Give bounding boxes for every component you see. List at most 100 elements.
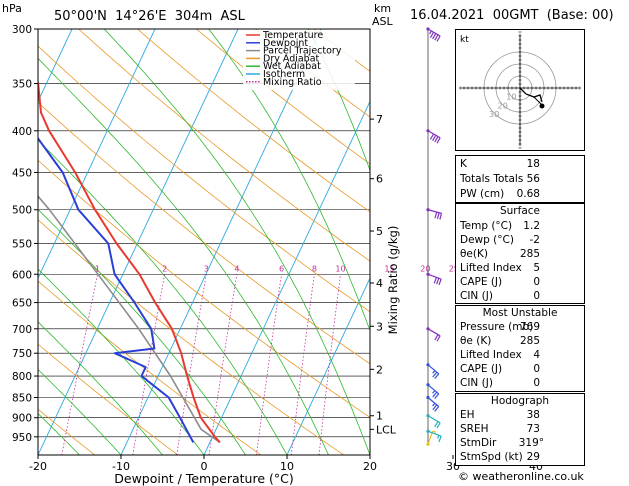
wind-barb-dot	[426, 429, 430, 433]
dry-adiabat-line	[38, 343, 179, 455]
mu-label-cape: CAPE (J)	[460, 363, 503, 375]
dry-adiabat-line	[38, 101, 370, 365]
wind-barb-flag	[437, 434, 440, 439]
isotherm-line	[120, 29, 322, 455]
copyright-footer: © weatheronline.co.uk	[458, 470, 584, 483]
hodo-label-sreh: SREH	[460, 423, 489, 435]
plot-frame	[37, 28, 371, 456]
surface-value-cape: 0	[533, 276, 540, 288]
isotherm-line	[619, 29, 629, 455]
wind-barb-flag	[434, 373, 440, 380]
mixing-ratio-label: 25	[449, 264, 459, 273]
isotherm-line	[38, 29, 73, 103]
wet-adiabat-line	[38, 57, 329, 455]
hodo-label-stmspd: StmSpd (kt)	[460, 451, 523, 463]
height-tick-label: 4	[376, 277, 383, 290]
wind-barb-flag	[434, 421, 439, 428]
wind-barb-shaft	[427, 364, 440, 375]
index-label-k: K	[460, 158, 467, 170]
index-value-totals: 56	[526, 173, 540, 185]
x-axis-label: Dewpoint / Temperature (°C)	[114, 471, 293, 486]
pressure-tick-label: 800	[12, 371, 32, 383]
dry-adiabat-line	[38, 280, 262, 455]
hodo-label-eh: EH	[460, 409, 475, 421]
wind-barb-flag	[432, 402, 436, 407]
hodograph-ring-label: 30	[489, 110, 499, 119]
wet-adiabat-line	[38, 208, 246, 455]
station-location: 50°00'N 14°26'E 304m ASL	[54, 9, 245, 24]
mu-label-cin: CIN (J)	[460, 377, 493, 389]
mixing-ratio-label: 3	[204, 264, 209, 273]
wind-barb	[426, 129, 441, 144]
forecast-datetime: 16.04.2021 00GMT (Base: 00)	[410, 8, 614, 23]
surface-value-temp: 1.2	[523, 220, 540, 232]
hodo-value-stmdir: 319°	[518, 437, 544, 449]
most-unstable-title: Most Unstable	[482, 307, 558, 319]
wind-barb-flag	[432, 134, 437, 142]
hodograph-table: Hodograph EH 38 SREH 73 StmDir 319° StmS…	[455, 393, 585, 466]
dry-adiabat-line	[0, 29, 12, 455]
storm-motion-arrow	[533, 96, 542, 105]
mu-value-cin: 0	[533, 377, 540, 389]
surface-label-thetae: θe(K)	[460, 248, 488, 260]
storm-motion-marker	[539, 103, 545, 109]
wet-adiabat-line	[208, 29, 370, 332]
hodo-value-sreh: 73	[526, 423, 540, 435]
wind-barb	[426, 414, 441, 429]
height-tick-label: 2	[376, 363, 383, 376]
mu-label-thetae: θe (K)	[460, 335, 492, 347]
legend-background	[243, 30, 355, 90]
mixing-ratio-line	[318, 274, 341, 455]
isotherm-line	[203, 100, 370, 455]
wind-barb	[426, 363, 440, 380]
pressure-tick-label: 450	[12, 167, 32, 179]
dewpoint-line	[38, 136, 195, 443]
wind-barb-flag	[433, 277, 437, 284]
wind-barb-flag	[432, 404, 438, 411]
surface-value-li: 5	[533, 262, 540, 274]
indices-table: K 18 Totals Totals 56 PW (cm) 0.68	[455, 155, 585, 203]
wind-barb-flag	[434, 406, 440, 412]
height-tick-label: LCL	[376, 423, 397, 436]
wind-barb-flag	[434, 136, 439, 143]
index-value-pw: 0.68	[516, 188, 540, 200]
legend-entry: Dry Adiabat	[263, 53, 320, 64]
temperature-tick-label: 10	[280, 460, 294, 473]
temperature-tick-label: -20	[29, 460, 47, 473]
wind-barb-dot	[426, 363, 430, 367]
legend-entry: Temperature	[262, 30, 323, 41]
pressure-tick-label: 600	[12, 269, 32, 281]
wind-barb-flag	[432, 391, 438, 398]
dry-adiabat-line	[196, 29, 370, 165]
temperature-tick-label: 20	[363, 460, 377, 473]
hodo-value-eh: 38	[526, 409, 540, 421]
hodograph-panel: kt 10 20 30	[455, 29, 585, 151]
mixing-ratio-line	[440, 274, 454, 455]
wind-barb-flag	[436, 137, 441, 144]
most-unstable-table: Most Unstable Pressure (mb) 769 θe (K) 2…	[455, 305, 585, 392]
index-label-pw: PW (cm)	[460, 188, 505, 200]
wind-barb-dot	[426, 327, 430, 331]
wind-barb	[426, 208, 443, 220]
wind-barb-dot	[426, 383, 430, 387]
wind-barb-dot	[426, 272, 430, 276]
temperature-tick-label: 0	[201, 460, 208, 473]
wind-barb-dot	[426, 442, 430, 446]
header-hpa-label: hPa	[2, 2, 22, 15]
dry-adiabat-line	[38, 408, 96, 455]
mu-value-li: 4	[533, 349, 540, 361]
mixing-ratio-label: 8	[312, 264, 317, 273]
legend-entry: Isotherm	[263, 69, 305, 80]
wind-barb-flag	[439, 213, 443, 220]
pressure-tick-label: 850	[12, 392, 32, 404]
wind-barb-flag	[436, 35, 441, 42]
mixing-ratio-line	[61, 274, 98, 455]
isotherm-line	[286, 277, 370, 455]
surface-label-cin: CIN (J)	[460, 290, 493, 302]
mixing-ratio-line	[132, 274, 166, 455]
header-asl-label: ASL	[372, 15, 393, 28]
pressure-tick-label: 550	[12, 238, 32, 250]
isotherm-line	[38, 29, 156, 280]
surface-value-thetae: 285	[519, 248, 540, 260]
